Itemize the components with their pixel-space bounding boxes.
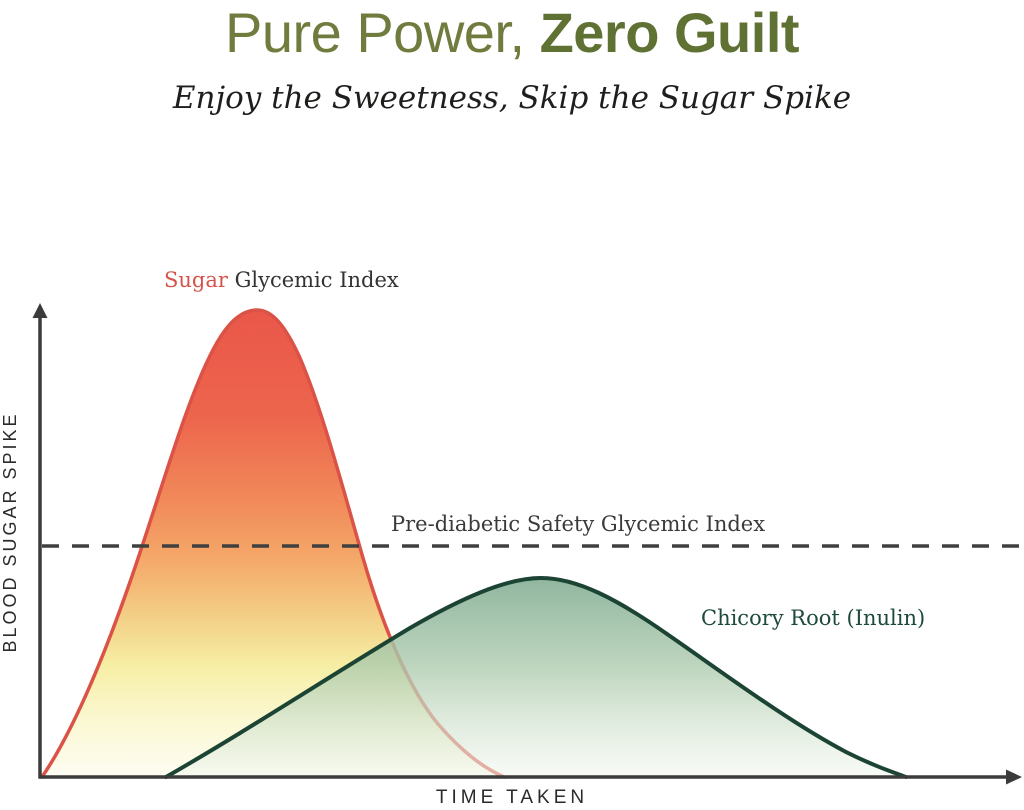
threshold-label: Pre-diabetic Safety Glycemic Index [391, 512, 766, 536]
sugar-series-label-highlight: Sugar [164, 268, 228, 292]
page-title-regular: Pure Power, [224, 1, 540, 64]
page-title: Pure Power, Zero Guilt [0, 2, 1024, 64]
y-axis-arrow-icon [32, 303, 48, 318]
sugar-series-label-rest: Glycemic Index [227, 268, 399, 292]
y-axis-title: BLOOD SUGAR SPIKE [0, 411, 20, 653]
chicory-curve-line [164, 575, 908, 779]
x-axis-title: TIME TAKEN [435, 787, 589, 808]
page-title-bold: Zero Guilt [539, 1, 800, 64]
x-axis-arrow-icon [1006, 769, 1022, 785]
sugar-series-label: Sugar Glycemic Index [164, 268, 399, 292]
page-subtitle: Enjoy the Sweetness, Skip the Sugar Spik… [172, 80, 852, 116]
chicory-series-label: Chicory Root (Inulin) [701, 606, 926, 630]
chicory-curve-area [166, 578, 906, 777]
